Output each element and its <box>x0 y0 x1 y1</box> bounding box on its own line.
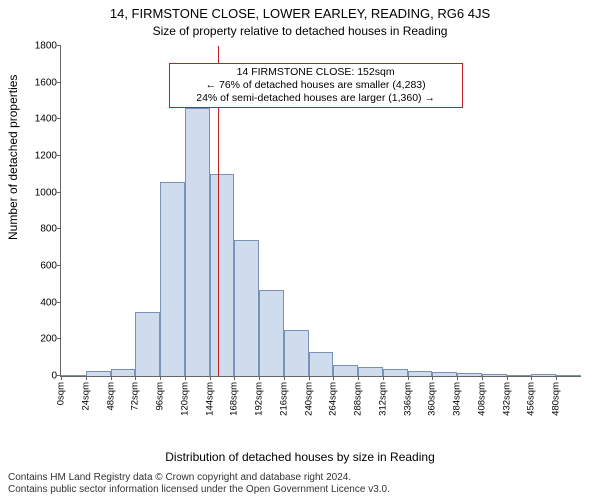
x-tick-label: 168sqm <box>229 382 240 416</box>
x-tick-label: 264sqm <box>328 382 339 416</box>
histogram-bar <box>309 352 334 376</box>
x-tick-mark <box>234 376 235 380</box>
annotation-box: 14 FIRMSTONE CLOSE: 152sqm← 76% of detac… <box>169 63 463 108</box>
x-tick-label: 24sqm <box>80 382 91 411</box>
annotation-line: ← 76% of detached houses are smaller (4,… <box>176 79 456 92</box>
x-tick-label: 120sqm <box>179 382 190 416</box>
attribution-line-1: Contains HM Land Registry data © Crown c… <box>8 472 390 484</box>
histogram-bar <box>457 373 482 376</box>
x-tick-mark <box>333 376 334 380</box>
annotation-line: 24% of semi-detached houses are larger (… <box>176 92 456 105</box>
x-tick-mark <box>259 376 260 380</box>
x-tick-mark <box>408 376 409 380</box>
x-tick-mark <box>210 376 211 380</box>
y-tick-label: 1000 <box>35 187 57 198</box>
histogram-bar <box>160 182 185 376</box>
y-tick-mark <box>57 155 61 156</box>
x-tick-label: 144sqm <box>204 382 215 416</box>
x-tick-label: 288sqm <box>353 382 364 416</box>
y-tick-label: 600 <box>40 261 57 272</box>
annotation-line: 14 FIRMSTONE CLOSE: 152sqm <box>176 66 456 79</box>
x-tick-mark <box>383 376 384 380</box>
x-tick-mark <box>358 376 359 380</box>
y-tick-mark <box>57 338 61 339</box>
histogram-bar <box>358 367 383 376</box>
x-tick-mark <box>432 376 433 380</box>
x-tick-mark <box>457 376 458 380</box>
histogram-bar <box>135 312 160 376</box>
y-tick-mark <box>57 82 61 83</box>
histogram-bar <box>284 330 309 376</box>
attribution: Contains HM Land Registry data © Crown c… <box>8 472 390 496</box>
x-tick-label: 240sqm <box>303 382 314 416</box>
x-axis-label: Distribution of detached houses by size … <box>0 450 600 464</box>
histogram-bar <box>210 174 235 376</box>
x-tick-label: 96sqm <box>155 382 166 411</box>
y-tick-mark <box>57 228 61 229</box>
y-tick-mark <box>57 118 61 119</box>
x-tick-mark <box>556 376 557 380</box>
y-tick-mark <box>57 45 61 46</box>
x-tick-label: 0sqm <box>56 382 67 405</box>
x-tick-mark <box>284 376 285 380</box>
x-tick-mark <box>160 376 161 380</box>
y-tick-label: 1200 <box>35 151 57 162</box>
y-tick-label: 1800 <box>35 41 57 52</box>
x-tick-mark <box>185 376 186 380</box>
histogram-bar <box>531 374 556 376</box>
x-tick-label: 408sqm <box>476 382 487 416</box>
histogram-bar <box>185 108 210 376</box>
x-tick-label: 192sqm <box>254 382 265 416</box>
x-tick-label: 48sqm <box>105 382 116 411</box>
histogram-bar <box>408 371 433 376</box>
x-tick-label: 384sqm <box>452 382 463 416</box>
x-tick-mark <box>309 376 310 380</box>
histogram-bar <box>383 369 408 376</box>
histogram-bar <box>61 375 86 376</box>
y-tick-label: 0 <box>51 371 57 382</box>
x-tick-label: 360sqm <box>427 382 438 416</box>
x-tick-mark <box>61 376 62 380</box>
x-tick-mark <box>86 376 87 380</box>
histogram-bar <box>432 372 457 376</box>
x-tick-mark <box>135 376 136 380</box>
y-tick-label: 1600 <box>35 77 57 88</box>
histogram-bar <box>507 375 532 376</box>
x-tick-label: 336sqm <box>402 382 413 416</box>
x-tick-label: 72sqm <box>130 382 141 411</box>
x-tick-label: 456sqm <box>526 382 537 416</box>
y-tick-label: 400 <box>40 297 57 308</box>
histogram-bar <box>556 375 581 376</box>
x-tick-mark <box>531 376 532 380</box>
chart-subtitle: Size of property relative to detached ho… <box>0 24 600 38</box>
chart-title: 14, FIRMSTONE CLOSE, LOWER EARLEY, READI… <box>0 6 600 21</box>
x-tick-mark <box>111 376 112 380</box>
y-axis-label: Number of detached properties <box>6 75 20 240</box>
histogram-bar <box>234 240 259 376</box>
x-tick-mark <box>482 376 483 380</box>
histogram-bar <box>259 290 284 376</box>
y-tick-mark <box>57 265 61 266</box>
y-tick-label: 1400 <box>35 114 57 125</box>
y-tick-mark <box>57 302 61 303</box>
y-tick-label: 800 <box>40 224 57 235</box>
x-tick-mark <box>507 376 508 380</box>
x-tick-label: 432sqm <box>501 382 512 416</box>
x-tick-label: 480sqm <box>551 382 562 416</box>
histogram-plot: 0200400600800100012001400160018000sqm24s… <box>60 46 581 377</box>
histogram-bar <box>111 369 136 376</box>
histogram-bar <box>86 371 111 377</box>
attribution-line-2: Contains public sector information licen… <box>8 484 390 496</box>
histogram-bar <box>333 365 358 376</box>
y-tick-label: 200 <box>40 334 57 345</box>
histogram-bar <box>482 374 507 376</box>
y-tick-mark <box>57 192 61 193</box>
x-tick-label: 216sqm <box>278 382 289 416</box>
x-tick-label: 312sqm <box>377 382 388 416</box>
